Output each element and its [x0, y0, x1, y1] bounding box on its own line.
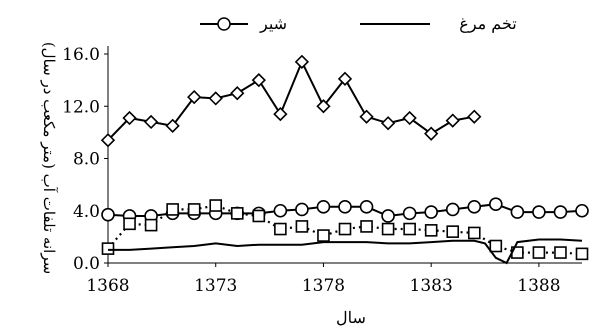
series-2-point	[166, 203, 179, 216]
y-axis-title: سرانه تلفات آب (متر مکعب در سال)	[40, 42, 58, 274]
y-tick-label: 4.0	[73, 202, 100, 222]
series-2-point	[554, 246, 567, 259]
x-tick-label: 1383	[410, 276, 453, 296]
series-2-point	[144, 218, 158, 232]
series-1-point	[553, 205, 568, 219]
series-2-point	[230, 207, 244, 220]
series-1-point	[532, 205, 546, 219]
series-2-point	[101, 242, 115, 255]
y-tick-label: 8.0	[73, 150, 100, 170]
series-0-point	[316, 99, 331, 114]
series-2-point	[532, 246, 546, 259]
plot-area: 0.0 4.0 8.0 12.0 16.0 1368 1373 1378 1383 1388	[62, 45, 589, 296]
series-0-point	[165, 118, 180, 133]
series-2-point	[252, 209, 266, 223]
series-0-point	[100, 133, 116, 148]
series-1-point	[445, 202, 460, 217]
series-0-point	[380, 116, 396, 131]
series-1-point	[489, 197, 503, 212]
series-0-point	[122, 110, 137, 126]
series-2-point	[295, 220, 309, 233]
series-0-point	[337, 71, 353, 86]
legend-marker-milk	[217, 17, 231, 31]
series-1-point	[359, 200, 374, 214]
legend: شیر تخم مرغ	[200, 14, 517, 33]
series-0-point	[251, 72, 266, 88]
y-tick-label: 12.0	[62, 97, 100, 117]
series-2-point	[446, 225, 460, 238]
series-0-point	[445, 113, 460, 128]
series-1-point	[402, 206, 417, 221]
x-tick-label: 1378	[302, 276, 345, 296]
series-0-point	[230, 86, 245, 101]
series-2-point	[360, 220, 373, 233]
series-1-point	[467, 200, 482, 214]
series-0-point	[467, 109, 482, 124]
series-0-point	[359, 109, 374, 124]
series-1-point	[338, 200, 352, 214]
legend-label-egg: تخم مرغ	[459, 14, 516, 33]
x-tick-label: 1368	[86, 276, 129, 296]
series-0-point	[273, 106, 288, 122]
y-tick-label: 0.0	[73, 254, 100, 274]
series-2-point	[209, 199, 223, 212]
series-0-point	[187, 89, 202, 105]
series-1-point	[316, 200, 331, 214]
series-1-point	[424, 205, 438, 219]
series-0-point	[402, 110, 417, 126]
series-2-point	[489, 239, 503, 253]
series-2-point	[338, 222, 352, 236]
x-tick-label: 1373	[194, 276, 237, 296]
series-0-point	[424, 126, 439, 141]
series-2-point	[467, 226, 481, 240]
series-1-point	[273, 203, 288, 218]
series-1-point	[575, 203, 589, 218]
series-2-point	[403, 222, 416, 236]
series-2-point	[187, 203, 201, 216]
series-0-point	[143, 114, 159, 130]
series-2-point	[274, 222, 287, 236]
series-1-point	[510, 205, 525, 219]
series-1-point	[295, 202, 309, 217]
x-tick-label: 1388	[517, 276, 560, 296]
series-0-point	[294, 54, 310, 69]
series-0-point	[208, 91, 223, 106]
series-1-point	[381, 209, 395, 223]
x-axis-title: سال	[336, 308, 366, 327]
legend-label-milk: شیر	[259, 14, 287, 33]
series-2-point	[123, 217, 136, 231]
y-tick-label: 16.0	[62, 45, 100, 65]
series-2-point	[381, 222, 395, 236]
series-2-point	[424, 224, 438, 237]
series-2-point	[317, 229, 330, 242]
series-1-point	[101, 207, 115, 222]
series-2-point	[575, 247, 589, 261]
series-0-line	[107, 59, 475, 141]
series-3-line	[108, 238, 583, 265]
